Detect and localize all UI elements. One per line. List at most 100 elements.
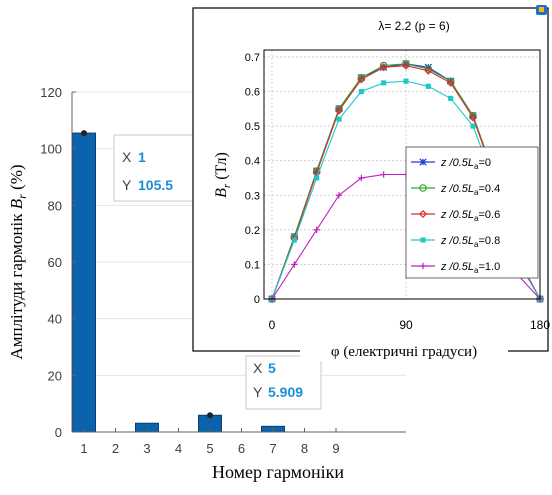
series-3-point bbox=[336, 116, 342, 122]
legend-name-sub: a bbox=[474, 214, 479, 223]
inset-y-ticks: 0 0.1 0.2 0.3 0.4 0.5 0.6 0.7 bbox=[245, 52, 260, 306]
legend-name-suffix: =0.6 bbox=[478, 209, 500, 221]
legend-name-suffix: =1.0 bbox=[478, 261, 500, 273]
marker-stroke bbox=[419, 158, 427, 166]
inset-y-axis-label-sub: r bbox=[221, 183, 233, 188]
legend-name: z /0.5L bbox=[440, 183, 474, 195]
legend-entry-2: z /0.5La=0.6 bbox=[440, 209, 500, 223]
series-2-point bbox=[401, 61, 411, 70]
inset-y-tick-label: 0.7 bbox=[245, 52, 260, 64]
series-4-point bbox=[335, 192, 343, 199]
legend-marker bbox=[420, 237, 426, 243]
legend-box bbox=[405, 146, 539, 279]
series-3-point bbox=[291, 237, 297, 243]
series-2-point bbox=[468, 113, 478, 122]
legend-name-sub: a bbox=[474, 266, 479, 275]
bar-y-tick-label: 100 bbox=[40, 142, 62, 157]
legend-name-sub: a bbox=[474, 188, 479, 197]
legend-name-sub: a bbox=[474, 162, 479, 171]
series-2-point bbox=[424, 66, 433, 75]
datatip-x-label: X bbox=[122, 149, 132, 165]
bar-y-tick-label: 20 bbox=[48, 368, 62, 383]
inset-x-tick-label: 180 bbox=[530, 318, 550, 332]
series-2-point bbox=[357, 75, 366, 84]
inset-y-tick-label: 0.3 bbox=[245, 190, 260, 202]
inset-y-axis-label: Br (Тл) bbox=[213, 152, 233, 198]
inset-x-label-bg bbox=[300, 341, 508, 361]
inset-plot-border bbox=[263, 49, 541, 300]
bar-y-tick-label: 80 bbox=[48, 198, 62, 213]
series-2-point bbox=[334, 106, 344, 115]
series-3-point bbox=[425, 83, 431, 89]
inset-y-axis-label-unit: (Тл) bbox=[213, 152, 230, 184]
datatip-y-value: 105.5 bbox=[138, 177, 173, 193]
datatip-y-value: 5.909 bbox=[268, 384, 303, 400]
datatip-y-label: Y bbox=[253, 384, 263, 400]
inset-title: λ= 2.2 (p = 6) bbox=[378, 19, 449, 33]
bar-y-tick-label: 120 bbox=[40, 85, 62, 100]
bar-x-tick-label: 8 bbox=[301, 441, 308, 456]
legend-marker bbox=[418, 209, 428, 219]
inset-y-tick-label: 0 bbox=[254, 294, 260, 306]
inset-y-tick-label: 0.6 bbox=[245, 87, 260, 99]
bar-y-tick-label: 40 bbox=[48, 312, 62, 327]
inset-x-ticks: 0 90 180 bbox=[269, 318, 551, 332]
inset-x-tick-label: 90 bbox=[399, 318, 413, 332]
bar-x-tick-label: 6 bbox=[238, 441, 245, 456]
series-1-point bbox=[402, 60, 410, 68]
datatip-marker bbox=[81, 130, 87, 137]
bar-y-ticks: 0 20 40 60 80 100 120 bbox=[40, 85, 76, 440]
datatip-harmonic-5[interactable]: X 5 Y 5.909 bbox=[245, 355, 322, 410]
series-3-point bbox=[403, 78, 409, 84]
series-3-point bbox=[381, 80, 387, 86]
inset-x-axis-label: φ (електричні градуси) bbox=[331, 344, 477, 360]
legend-entry-0: z /0.5La=0 bbox=[440, 157, 491, 171]
series-4-point bbox=[313, 226, 320, 234]
datatip-y-label: Y bbox=[122, 177, 132, 193]
bar-harmonic-1 bbox=[72, 132, 96, 433]
legend-name: z /0.5L bbox=[440, 261, 474, 273]
datatip-x-value: 5 bbox=[268, 360, 276, 376]
series-3-point bbox=[448, 95, 454, 101]
legend-name-suffix: =0.4 bbox=[478, 183, 500, 195]
bar-x-tick-label: 7 bbox=[269, 441, 276, 456]
legend-name-sub: a bbox=[474, 240, 479, 249]
series-2-point bbox=[379, 63, 388, 72]
datatip-box bbox=[113, 134, 198, 202]
bar-y-axis-label-unit: (%) bbox=[7, 164, 26, 194]
bar-x-tick-label: 9 bbox=[332, 441, 339, 456]
series-3-point bbox=[314, 175, 320, 181]
legend-entry-1: z /0.5La=0.4 bbox=[440, 183, 500, 197]
bar-y-axis-label: Амплітуди гармонік Br (%) bbox=[7, 164, 29, 359]
series-3-point bbox=[358, 88, 364, 95]
inset-y-tick-label: 0.2 bbox=[245, 225, 260, 237]
legend-entry-4: z /0.5La=1.0 bbox=[440, 261, 500, 275]
datatip-marker bbox=[207, 412, 213, 419]
bar-marks bbox=[72, 130, 285, 433]
bar-x-ticks: 1 2 3 4 5 6 7 8 9 bbox=[80, 428, 340, 456]
bar-y-axis-label-sub: r bbox=[15, 194, 29, 199]
bar-y-axis-label-main: Амплітуди гармонік bbox=[7, 209, 26, 359]
inset-line-chart: λ= 2.2 (p = 6) 0 0.1 0.2 0.3 0.4 0.5 0.6 0.7 0 9… bbox=[192, 5, 551, 361]
legend-name: z /0.5L bbox=[440, 235, 474, 247]
inset-legend: z /0.5La=0z /0.5La=0.4z /0.5La=0.6z /0.5… bbox=[405, 146, 539, 279]
bar-x-tick-label: 5 bbox=[206, 441, 213, 456]
datatip-x-value: 1 bbox=[138, 149, 146, 165]
datatip-x-label: X bbox=[253, 360, 263, 376]
legend-marker bbox=[419, 158, 427, 166]
legend-name: z /0.5L bbox=[440, 157, 474, 169]
inset-y-tick-label: 0.1 bbox=[245, 259, 260, 271]
series-1-point bbox=[379, 61, 388, 70]
datatip-harmonic-1[interactable]: X 1 Y 105.5 bbox=[113, 134, 198, 202]
legend-name-suffix: =0 bbox=[478, 157, 491, 169]
series-3-point bbox=[470, 123, 476, 129]
series-4-point bbox=[291, 261, 298, 268]
inset-y-axis-label-var: B bbox=[213, 188, 230, 198]
bar-y-axis-label-var: B bbox=[7, 198, 26, 209]
legend-entry-3: z /0.5La=0.8 bbox=[440, 235, 500, 249]
inset-y-tick-label: 0.4 bbox=[245, 156, 260, 168]
datatip-box bbox=[245, 355, 322, 410]
bar-x-tick-label: 4 bbox=[175, 441, 182, 456]
bar-y-tick-label: 0 bbox=[55, 425, 62, 440]
